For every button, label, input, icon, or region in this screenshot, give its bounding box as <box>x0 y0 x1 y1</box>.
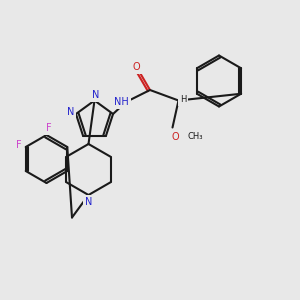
Text: N: N <box>85 196 92 207</box>
Text: CH₃: CH₃ <box>188 132 203 141</box>
Text: O: O <box>132 61 140 72</box>
Text: N: N <box>92 90 100 100</box>
Text: O: O <box>172 131 179 142</box>
Text: H: H <box>180 94 186 103</box>
Text: NH: NH <box>114 97 129 107</box>
Text: F: F <box>46 123 52 134</box>
Text: F: F <box>16 140 22 150</box>
Text: N: N <box>67 106 74 117</box>
